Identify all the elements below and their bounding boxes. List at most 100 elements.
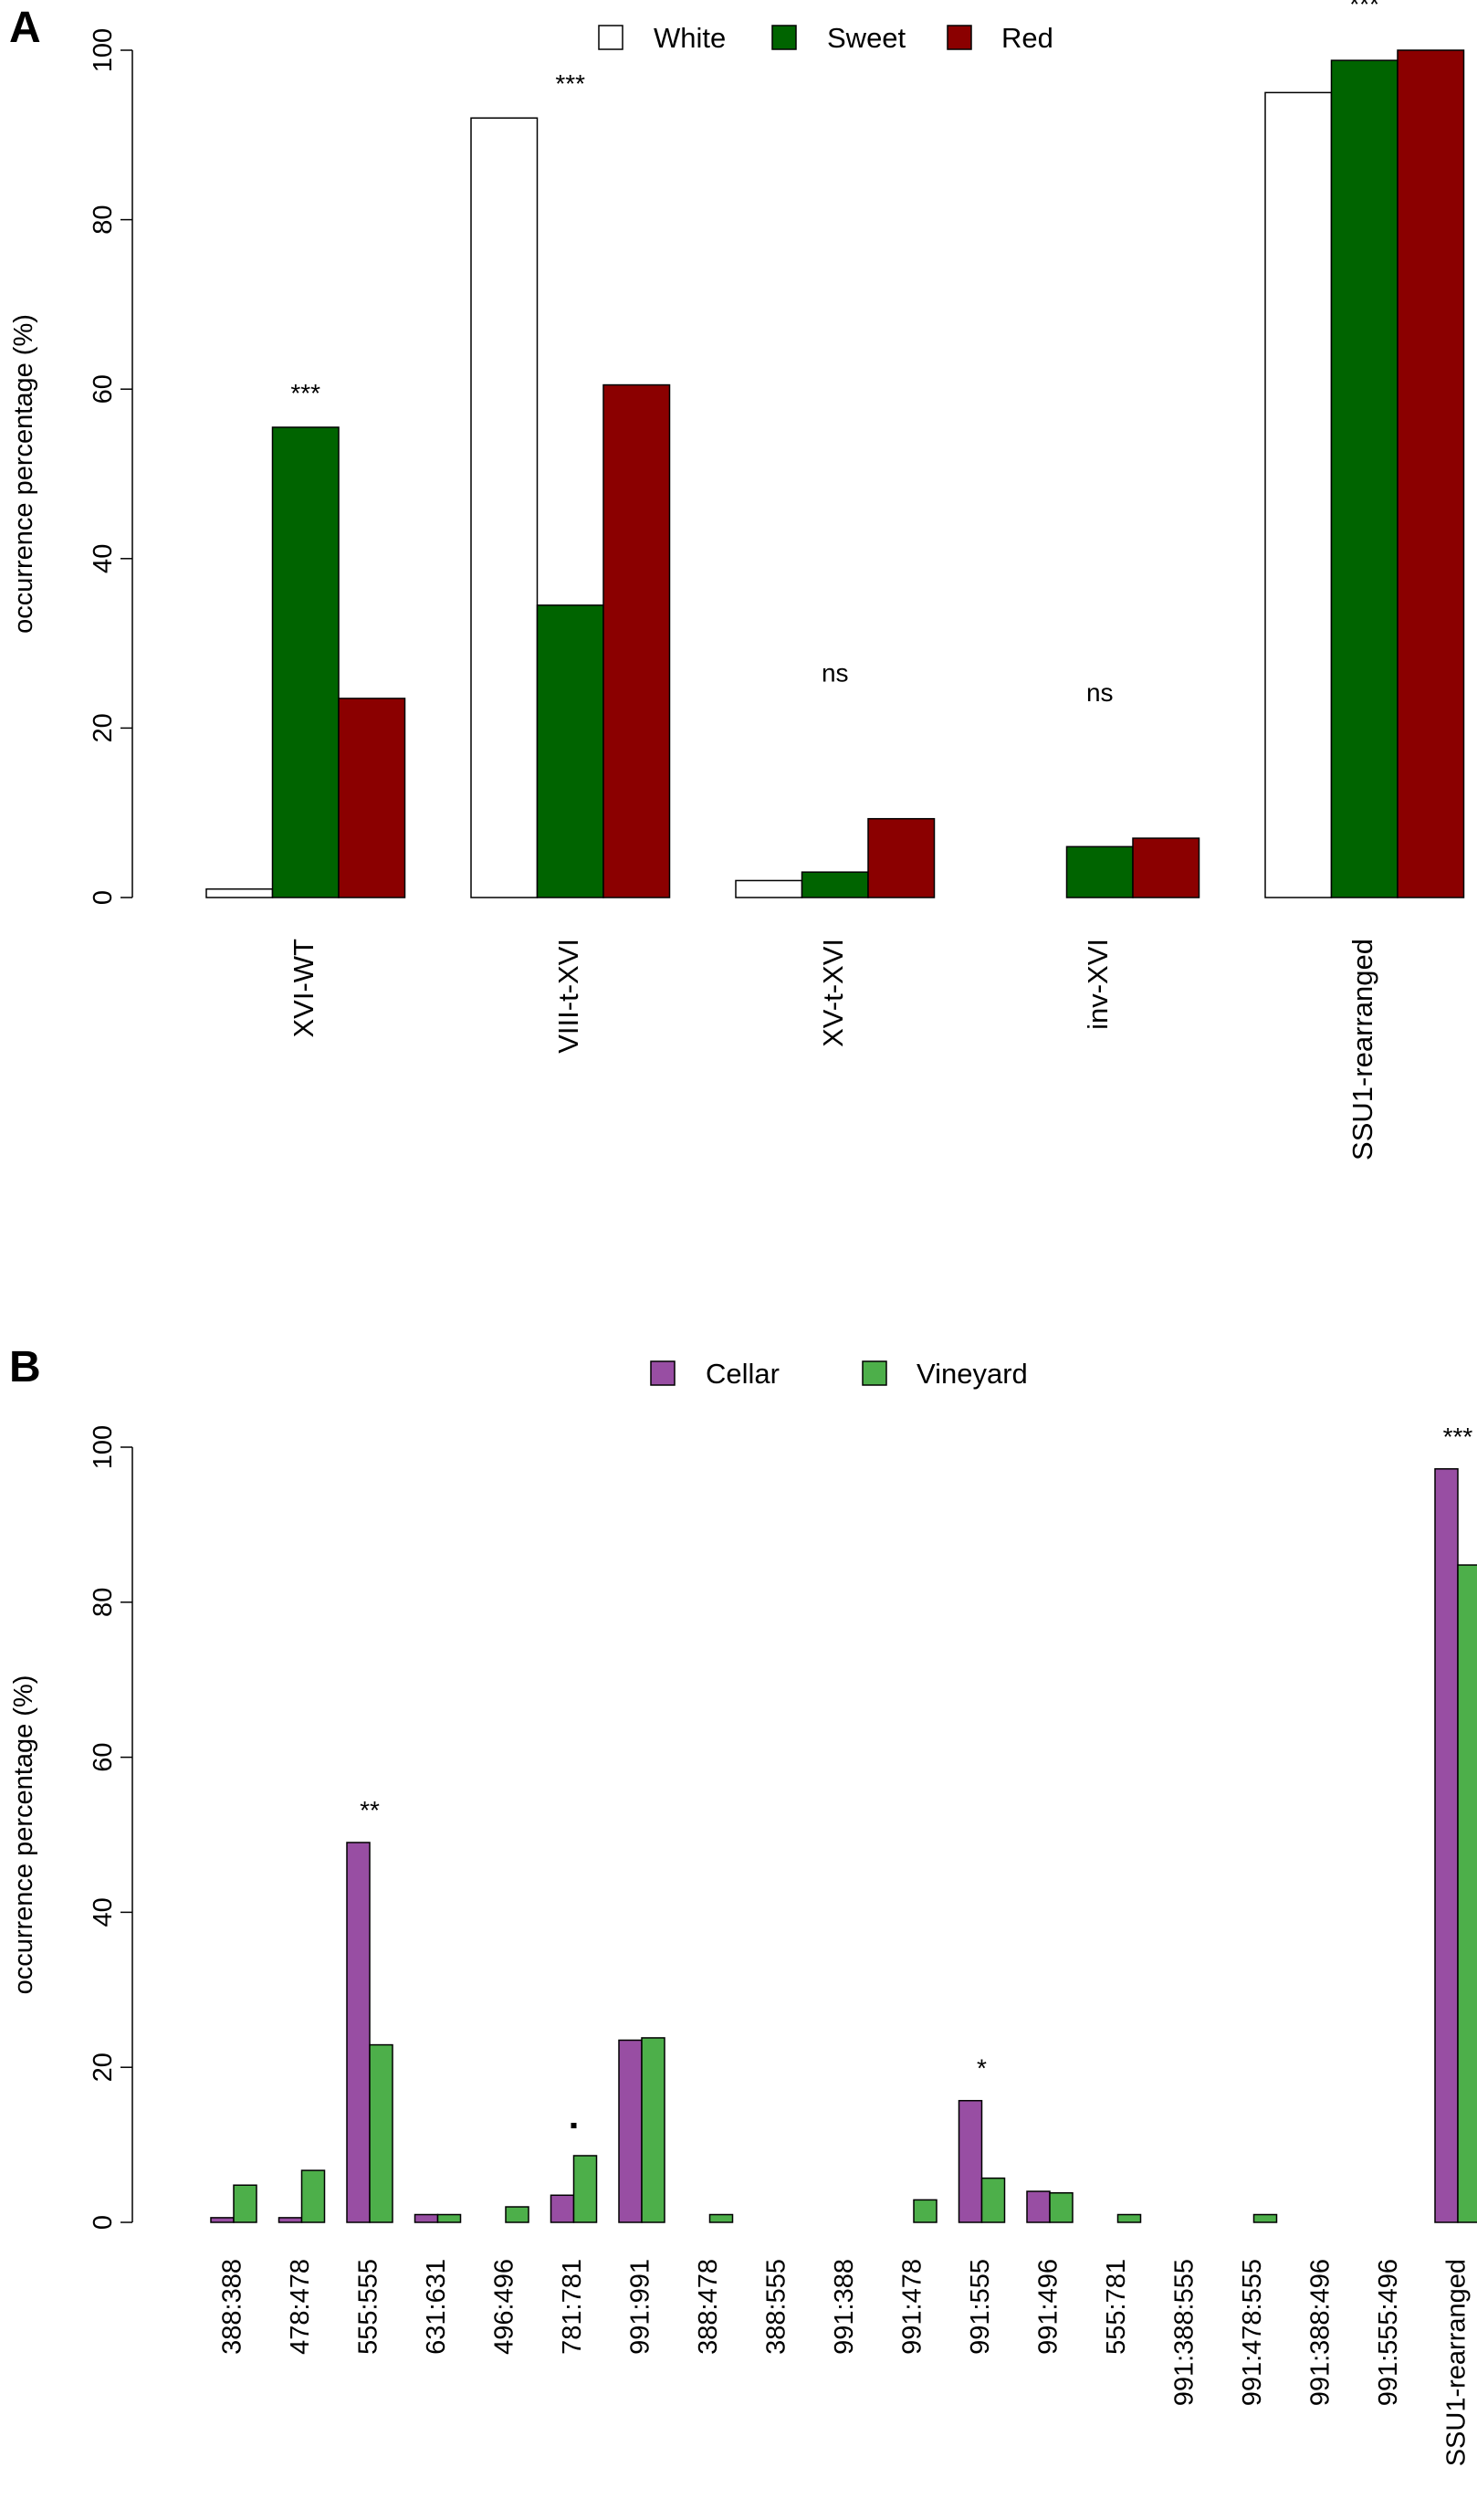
significance-label: *** — [290, 379, 320, 407]
bar-vineyard — [980, 2177, 1006, 2223]
bar-vineyard — [1457, 1564, 1477, 2223]
bar-cellar — [414, 2213, 439, 2223]
category-label: SSU1-rearranged — [1346, 939, 1378, 1160]
category-label: 991:555 — [966, 2259, 995, 2355]
y-tick-label: 60 — [89, 1742, 118, 1771]
legend: White Sweet Red — [598, 22, 1053, 54]
bar-vineyard — [233, 2184, 257, 2223]
legend-label-white: White — [654, 22, 726, 54]
legend-label-red: Red — [1001, 22, 1053, 54]
bar-cellar — [278, 2217, 303, 2223]
bar-sweet — [1330, 59, 1398, 898]
bar-cellar — [1026, 2190, 1051, 2223]
category-label: 631:631 — [422, 2259, 451, 2355]
significance-label: *** — [1349, 0, 1379, 18]
bar-cellar — [550, 2194, 575, 2223]
bar-vineyard — [1116, 2213, 1142, 2223]
y-tick-label: 20 — [89, 713, 118, 742]
y-tick-label: 60 — [89, 374, 118, 404]
category-label: 478:478 — [286, 2259, 315, 2355]
legend-label-cellar: Cellar — [706, 1358, 780, 1390]
category-label: 991:496 — [1034, 2259, 1063, 2355]
category-label: 991:555:496 — [1374, 2259, 1403, 2406]
y-tick-label: 0 — [89, 2215, 118, 2230]
bar-vineyard — [1252, 2213, 1278, 2223]
legend-swatch-cellar — [650, 1360, 676, 1386]
category-label: 555:781 — [1102, 2259, 1131, 2355]
legend-swatch-vineyard — [862, 1360, 887, 1386]
bar-cellar — [618, 2039, 643, 2223]
bar-white — [1264, 91, 1333, 898]
significance-label: ** — [360, 1796, 380, 1824]
bar-vineyard — [1049, 2191, 1074, 2223]
bar-cellar — [958, 2099, 983, 2223]
legend-swatch-sweet — [771, 25, 797, 50]
significance-label: * — [977, 2054, 987, 2083]
y-tick-label: 80 — [89, 205, 118, 234]
bar-cellar — [210, 2217, 235, 2223]
bar-sweet — [1065, 845, 1134, 898]
bar-cellar — [1434, 1468, 1459, 2223]
bar-vineyard — [369, 2043, 393, 2223]
y-tick-label: 100 — [89, 28, 118, 72]
category-label: 991:991 — [626, 2259, 655, 2355]
bar-vineyard — [913, 2199, 938, 2223]
bar-vineyard — [708, 2213, 734, 2223]
bar-red — [338, 698, 406, 898]
bar-vineyard — [641, 2037, 665, 2223]
y-axis: 0 20 40 60 80 100 occurrence percentage (%) — [9, 1425, 133, 2230]
significance-label — [571, 2122, 577, 2128]
panel-label: A — [9, 4, 41, 52]
bars — [205, 49, 1465, 898]
y-tick-label: 0 — [89, 890, 118, 905]
category-label: 991:388 — [830, 2259, 859, 2355]
panel-label: B — [9, 1343, 41, 1391]
y-tick-label: 40 — [89, 1897, 118, 1927]
bar-white — [205, 887, 274, 898]
legend-swatch-white — [598, 25, 623, 50]
category-label: 496:496 — [490, 2259, 519, 2355]
category-label: SSU1-rearranged — [1442, 2259, 1472, 2466]
bar-red — [602, 383, 671, 898]
bar-vineyard — [300, 2169, 326, 2223]
category-label: 991:388:496 — [1306, 2259, 1336, 2406]
y-tick-label: 100 — [89, 1425, 118, 1469]
legend-label-sweet: Sweet — [827, 22, 906, 54]
significance-label: ns — [822, 659, 849, 688]
y-tick-label: 40 — [89, 544, 118, 573]
panel-a: A White Sweet Red 0 20 40 60 80 100 occurrence per… — [9, 0, 1465, 1160]
category-label: 388:555 — [762, 2259, 791, 2355]
category-label: 991:388:555 — [1170, 2259, 1199, 2406]
category-label: XVI-WT — [288, 939, 319, 1038]
panel-b: B Cellar Vineyard 0 20 40 60 80 100 occurrence pe… — [9, 1343, 1477, 2466]
bar-vineyard — [505, 2206, 529, 2223]
bar-cellar — [346, 1842, 371, 2223]
bar-red — [1132, 837, 1200, 898]
category-label: 388:388 — [218, 2259, 247, 2355]
legend-label-vineyard: Vineyard — [917, 1358, 1028, 1390]
legend-swatch-red — [947, 25, 972, 50]
bars — [210, 1468, 1477, 2223]
significance-label: *** — [1443, 1423, 1473, 1451]
category-label: inv-XVI — [1082, 939, 1114, 1030]
category-label: 781:781 — [558, 2259, 587, 2355]
y-tick-label: 20 — [89, 2053, 118, 2082]
y-tick-label: 80 — [89, 1588, 118, 1617]
bar-vineyard — [436, 2213, 462, 2223]
bar-sweet — [271, 426, 340, 898]
category-label: 555:555 — [354, 2259, 383, 2355]
y-axis: 0 20 40 60 80 100 occurrence percentage (%) — [9, 28, 133, 905]
significance-label: *** — [555, 69, 585, 98]
bar-sweet — [536, 604, 604, 898]
bar-sweet — [801, 871, 869, 898]
bar-white — [735, 879, 803, 898]
category-label: VIII-t-XVI — [552, 939, 584, 1054]
significance-label: ns — [1086, 678, 1114, 707]
bar-red — [867, 817, 936, 898]
category-label: XV-t-XVI — [817, 939, 849, 1047]
category-label: 991:478:555 — [1238, 2259, 1267, 2406]
y-axis-title: occurrence percentage (%) — [9, 1675, 38, 1995]
bar-vineyard — [572, 2155, 598, 2223]
legend: Cellar Vineyard — [650, 1358, 1028, 1390]
